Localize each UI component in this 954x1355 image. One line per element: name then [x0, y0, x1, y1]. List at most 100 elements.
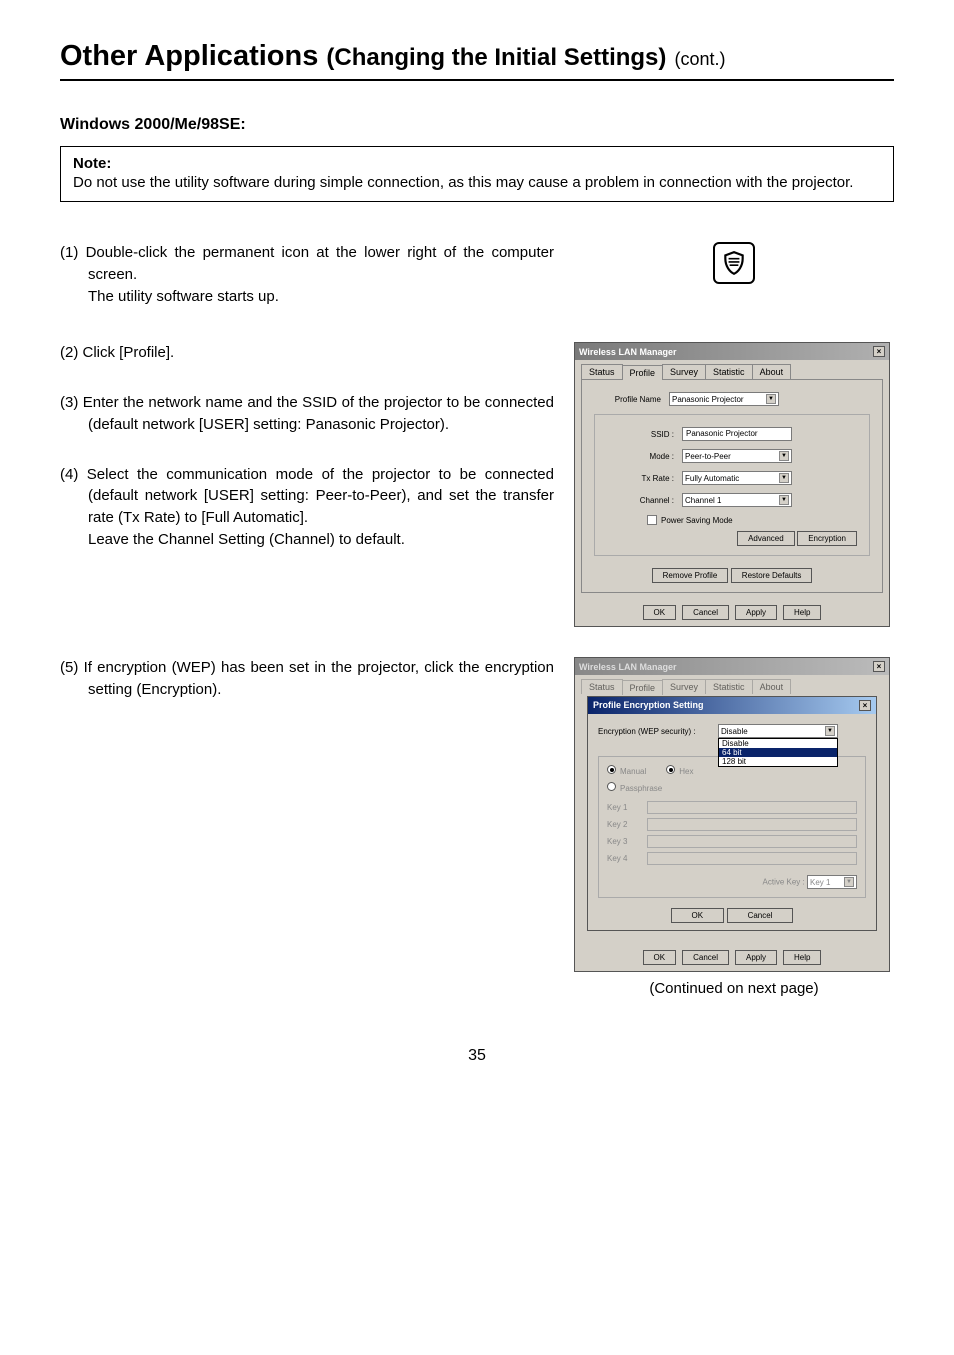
- active-key-label: Active Key :: [763, 878, 805, 887]
- tray-icon: [713, 242, 755, 284]
- step-2: (2) Click [Profile].: [60, 342, 554, 364]
- help-button[interactable]: Help: [783, 950, 821, 965]
- apply-button[interactable]: Apply: [735, 950, 777, 965]
- profile-name-select[interactable]: Panasonic Projector ▼: [669, 392, 779, 406]
- key4-label: Key 4: [607, 854, 647, 863]
- manual-label: Manual: [620, 767, 646, 776]
- key1-label: Key 1: [607, 803, 647, 812]
- tab-statistic: Statistic: [705, 679, 753, 694]
- advanced-button[interactable]: Advanced: [737, 531, 795, 546]
- hex-radio[interactable]: [666, 765, 675, 774]
- channel-select[interactable]: Channel 1 ▼: [682, 493, 792, 507]
- dialog-1-col: Wireless LAN Manager × Status Profile Su…: [574, 342, 894, 627]
- tab-statistic[interactable]: Statistic: [705, 364, 753, 379]
- cancel-button[interactable]: Cancel: [682, 605, 729, 620]
- mode-select[interactable]: Peer-to-Peer ▼: [682, 449, 792, 463]
- step-1-row: (1) Double-click the permanent icon at t…: [60, 242, 894, 307]
- close-button[interactable]: ×: [859, 700, 871, 711]
- title-sub: (Changing the Initial Settings): [326, 44, 666, 71]
- step-3: (3) Enter the network name and the SSID …: [60, 392, 554, 436]
- note-label: Note:: [73, 155, 881, 172]
- channel-value: Channel 1: [685, 496, 721, 505]
- help-button[interactable]: Help: [783, 605, 821, 620]
- enc-body: Encryption (WEP security) : Disable ▼ Di…: [588, 714, 876, 930]
- enc-wep-value: Disable: [721, 727, 748, 736]
- enc-wep-label: Encryption (WEP security) :: [598, 727, 718, 736]
- dialog-2-col: Wireless LAN Manager × Status Profile Su…: [574, 657, 894, 997]
- note-text: Do not use the utility software during s…: [73, 172, 881, 193]
- txrate-select[interactable]: Fully Automatic ▼: [682, 471, 792, 485]
- enc-opt-128bit[interactable]: 128 bit: [719, 757, 837, 766]
- enc-dropdown: Disable 64 bit 128 bit: [718, 738, 838, 767]
- os-heading: Windows 2000/Me/98SE:: [60, 116, 894, 134]
- active-key-select[interactable]: Key 1 ▼: [807, 875, 857, 889]
- step-1-text: (1) Double-click the permanent icon at t…: [60, 242, 554, 307]
- dialog2-buttons: OK Cancel Apply Help: [575, 944, 889, 971]
- note-box: Note: Do not use the utility software du…: [60, 146, 894, 202]
- restore-defaults-button[interactable]: Restore Defaults: [731, 568, 813, 583]
- chevron-down-icon: ▼: [766, 394, 776, 404]
- continued-text: (Continued on next page): [574, 980, 894, 997]
- tab-survey[interactable]: Survey: [662, 364, 706, 379]
- step-1a: (1) Double-click the permanent icon at t…: [60, 242, 554, 286]
- active-key-value: Key 1: [810, 878, 830, 887]
- tab-status[interactable]: Status: [581, 364, 623, 379]
- close-button[interactable]: ×: [873, 346, 885, 357]
- passphrase-radio[interactable]: [607, 782, 616, 791]
- dialog1-buttons: OK Cancel Apply Help: [575, 599, 889, 626]
- tab-status: Status: [581, 679, 623, 694]
- key2-label: Key 2: [607, 820, 647, 829]
- mode-value: Peer-to-Peer: [685, 452, 731, 461]
- step-1b: The utility software starts up.: [60, 286, 554, 308]
- step-5-row: (5) If encryption (WEP) has been set in …: [60, 657, 894, 997]
- dialog1-title: Wireless LAN Manager: [579, 347, 676, 357]
- chevron-down-icon: ▼: [779, 473, 789, 483]
- enc-opt-disable[interactable]: Disable: [719, 739, 837, 748]
- shield-icon: [721, 250, 747, 276]
- power-saving-checkbox[interactable]: [647, 515, 657, 525]
- create-key-fieldset: Manual Hex Passphrase Key 1 Key 2 Key 3 …: [598, 756, 866, 898]
- chevron-down-icon: ▼: [779, 451, 789, 461]
- key4-input[interactable]: [647, 852, 857, 865]
- tab-about[interactable]: About: [752, 364, 792, 379]
- enc-opt-64bit[interactable]: 64 bit: [719, 748, 837, 757]
- key3-label: Key 3: [607, 837, 647, 846]
- chevron-down-icon: ▼: [779, 495, 789, 505]
- profile-name-label: Profile Name: [594, 395, 669, 404]
- channel-label: Channel :: [607, 496, 682, 505]
- enc-cancel-button[interactable]: Cancel: [727, 908, 794, 923]
- dialog2-tabs: Status Profile Survey Statistic About: [575, 675, 889, 694]
- wireless-lan-manager-dialog: Wireless LAN Manager × Status Profile Su…: [574, 342, 890, 627]
- dialog1-body: Profile Name Panasonic Projector ▼ SSID …: [581, 379, 883, 593]
- apply-button[interactable]: Apply: [735, 605, 777, 620]
- tab-profile[interactable]: Profile: [622, 365, 664, 380]
- dialog1-titlebar: Wireless LAN Manager ×: [575, 343, 889, 360]
- dialog1-inner-group: SSID : Panasonic Projector Mode : Peer-t…: [594, 414, 870, 556]
- ssid-input[interactable]: Panasonic Projector: [682, 427, 792, 441]
- encryption-dialog: Profile Encryption Setting × Encryption …: [587, 696, 877, 931]
- title-rule: [60, 79, 894, 81]
- dialog2-titlebar: Wireless LAN Manager ×: [575, 658, 889, 675]
- encryption-button[interactable]: Encryption: [797, 531, 857, 546]
- dialog2-title: Wireless LAN Manager: [579, 662, 676, 672]
- enc-title: Profile Encryption Setting: [593, 700, 704, 711]
- manual-radio[interactable]: [607, 765, 616, 774]
- step-4a: (4) Select the communication mode of the…: [60, 464, 554, 529]
- page-number: 35: [60, 1047, 894, 1065]
- key3-input[interactable]: [647, 835, 857, 848]
- profile-name-value: Panasonic Projector: [672, 395, 744, 404]
- ok-button[interactable]: OK: [643, 605, 677, 620]
- enc-ok-button[interactable]: OK: [671, 908, 725, 923]
- step-5-text-col: (5) If encryption (WEP) has been set in …: [60, 657, 554, 701]
- key1-input[interactable]: [647, 801, 857, 814]
- remove-profile-button[interactable]: Remove Profile: [652, 568, 729, 583]
- passphrase-label: Passphrase: [620, 784, 662, 793]
- enc-wep-select[interactable]: Disable ▼ Disable 64 bit 128 bit: [718, 724, 838, 738]
- cancel-button[interactable]: Cancel: [682, 950, 729, 965]
- key2-input[interactable]: [647, 818, 857, 831]
- title-cont: (cont.): [674, 49, 725, 69]
- ok-button[interactable]: OK: [643, 950, 677, 965]
- power-saving-label: Power Saving Mode: [661, 516, 733, 525]
- txrate-value: Fully Automatic: [685, 474, 739, 483]
- close-button[interactable]: ×: [873, 661, 885, 672]
